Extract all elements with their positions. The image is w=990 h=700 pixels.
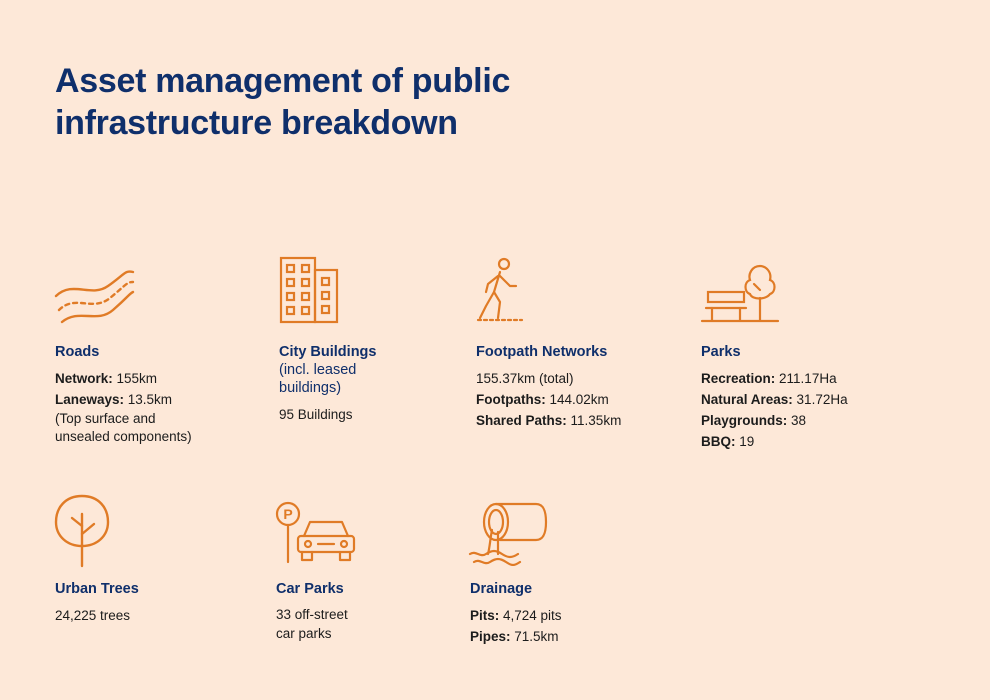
footpath-heading: Footpath Networks <box>476 344 608 360</box>
parks-bbq: BBQ: 19 <box>701 434 755 449</box>
urban-trees-count: 24,225 trees <box>55 608 131 623</box>
roads-note-2: unsealed components) <box>55 429 192 444</box>
drainage-pipe-icon <box>468 500 548 571</box>
city-buildings-count: 95 Buildings <box>279 407 353 422</box>
building-icon <box>279 256 341 329</box>
roads-network: Network: 155km <box>55 371 158 386</box>
title-line-2: infrastructure breakdown <box>55 104 458 142</box>
city-buildings-subheading-1: (incl. leased <box>279 362 357 378</box>
urban-trees-heading: Urban Trees <box>55 581 139 597</box>
page-title: Asset management of public infrastructur… <box>55 60 755 144</box>
footpath-footpaths: Footpaths: 144.02km <box>476 392 609 407</box>
tree-icon <box>53 492 111 573</box>
car-parking-icon: P <box>274 500 358 571</box>
roads-note-1: (Top surface and <box>55 411 156 426</box>
car-parks-line-1: 33 off-street <box>276 607 348 622</box>
drainage-heading: Drainage <box>470 581 533 597</box>
drainage-pits: Pits: 4,724 pits <box>470 608 562 623</box>
roads-heading: Roads <box>55 344 100 360</box>
parks-natural-areas: Natural Areas: 31.72Ha <box>701 392 848 407</box>
parks-recreation: Recreation: 211.17Ha <box>701 371 837 386</box>
title-line-1: Asset management of public <box>55 62 511 100</box>
parking-letter: P <box>283 506 292 522</box>
walking-person-icon <box>476 256 524 329</box>
park-bench-tree-icon <box>700 262 780 329</box>
car-parks-line-2: car parks <box>276 626 332 641</box>
car-parks-heading: Car Parks <box>276 581 344 597</box>
footpath-shared-paths: Shared Paths: 11.35km <box>476 413 622 428</box>
road-icon <box>53 266 137 331</box>
footpath-total: 155.37km (total) <box>476 371 574 386</box>
parks-playgrounds: Playgrounds: 38 <box>701 413 807 428</box>
city-buildings-heading: City Buildings (incl. leased buildings) <box>279 344 377 396</box>
parks-heading: Parks <box>701 344 741 360</box>
city-buildings-subheading-2: buildings) <box>279 380 342 396</box>
roads-laneways: Laneways: 13.5km <box>55 392 173 407</box>
drainage-pipes: Pipes: 71.5km <box>470 629 559 644</box>
